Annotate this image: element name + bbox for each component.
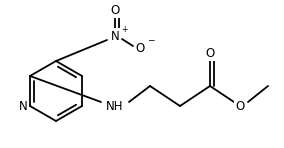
Text: +: + [121, 25, 127, 33]
Text: NH: NH [106, 99, 124, 112]
Text: O: O [135, 41, 145, 54]
Text: N: N [19, 99, 27, 112]
Text: O: O [205, 46, 215, 59]
Text: O: O [235, 99, 245, 112]
Text: O: O [110, 4, 120, 16]
Text: N: N [111, 29, 119, 42]
Text: −: − [147, 36, 155, 45]
